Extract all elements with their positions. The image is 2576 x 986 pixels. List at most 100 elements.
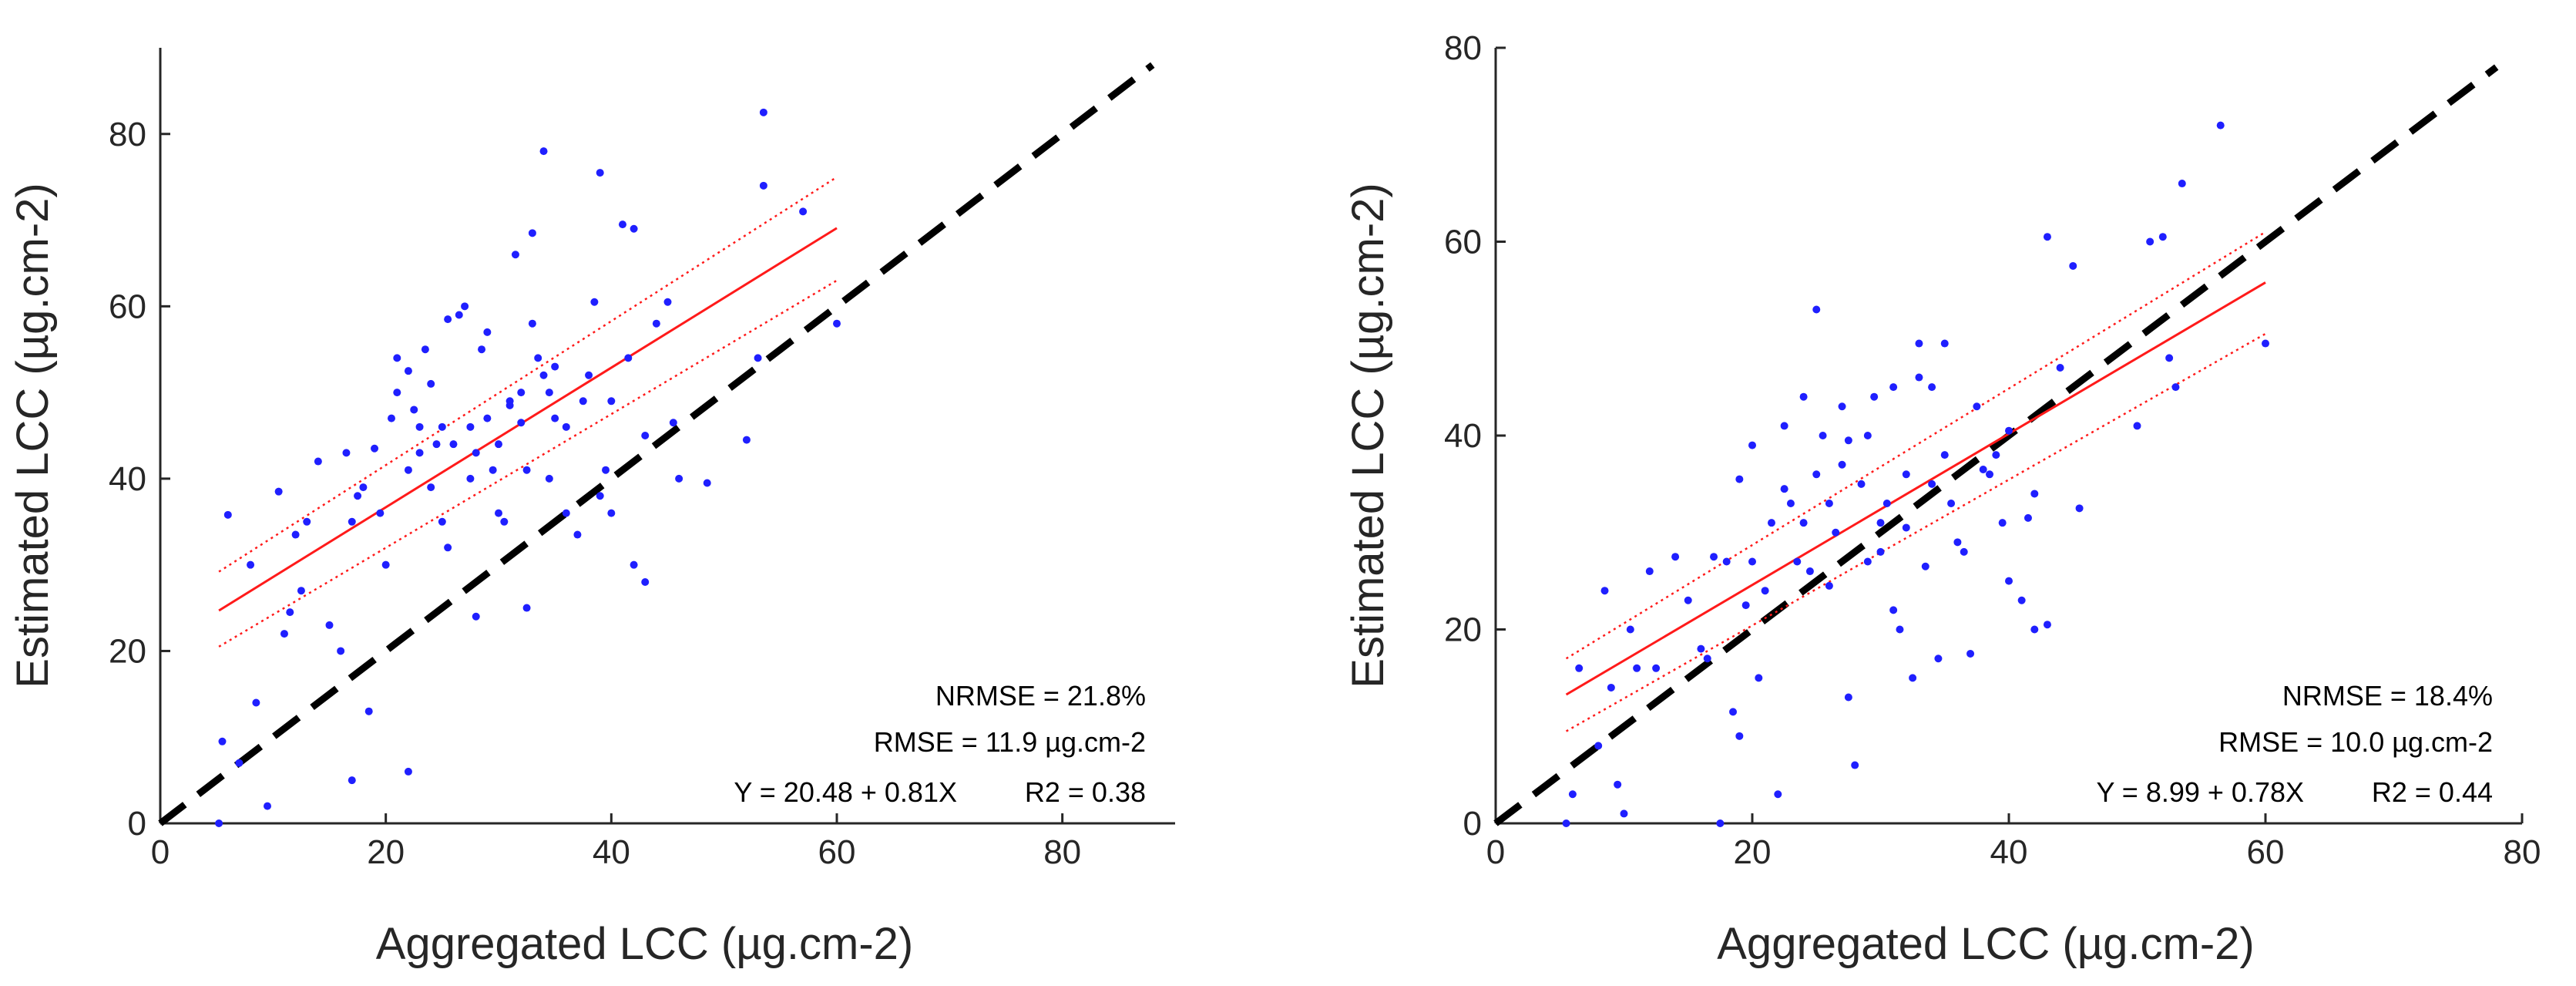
chart-2-data-point <box>1857 480 1866 488</box>
chart-2-fit-line <box>1565 281 2266 696</box>
chart-2-data-point <box>2005 426 2013 435</box>
chart-2-data-point <box>1844 436 1852 445</box>
chart-2-data-point <box>1703 655 1711 663</box>
chart-1-data-point <box>291 530 300 539</box>
chart-2-data-point <box>2043 621 2051 629</box>
chart-2-ci-upper-line <box>1565 231 2266 660</box>
chart-1-data-point <box>607 509 616 517</box>
chart-1-y-tick-label: 0 <box>128 805 146 843</box>
chart-1-data-point <box>415 449 424 457</box>
chart-1-data-point <box>528 229 536 237</box>
chart-1-data-point <box>466 422 475 431</box>
chart-2-data-point <box>1838 460 1846 469</box>
chart-1-data-point <box>472 612 480 621</box>
chart-1-data-point <box>551 414 559 422</box>
chart-1-data-point <box>833 319 841 328</box>
chart-1-data-point <box>596 169 604 177</box>
chart-2-data-point <box>1902 523 1910 532</box>
chart-1-data-point <box>545 474 553 483</box>
chart-2-data-point <box>1710 553 1718 561</box>
chart-1-data-point <box>483 328 492 336</box>
chart-1-data-point <box>573 530 582 539</box>
chart-2-y-tick-label: 80 <box>1444 29 1482 67</box>
chart-2-data-point <box>2005 577 2013 585</box>
chart-1-data-point <box>444 315 452 324</box>
chart-1-data-point <box>404 367 412 375</box>
chart-1-rmse-annotation: RMSE = 11.9 µg.cm-2 <box>874 726 1146 758</box>
chart-2-data-point <box>2024 513 2032 522</box>
chart-2-data-point <box>1594 742 1603 750</box>
chart-1-ci-upper-line <box>218 176 838 573</box>
chart-1-data-point <box>342 449 351 457</box>
chart-2-data-point <box>2056 363 2064 372</box>
chart-1-data-point <box>337 647 345 655</box>
chart-2-identity-line <box>1493 64 2499 826</box>
chart-2-rmse-annotation: RMSE = 10.0 µg.cm-2 <box>2218 726 2493 758</box>
chart-1-y-tick-label: 40 <box>109 460 146 498</box>
chart-2-data-point <box>1780 422 1788 430</box>
chart-2-data-point <box>1973 402 1981 411</box>
chart-1-r2-annotation: R2 = 0.38 <box>1025 776 1146 808</box>
chart-2-data-point <box>1889 383 1898 392</box>
chart-1-data-point <box>630 224 638 233</box>
chart-2-data-point <box>1870 392 1879 401</box>
chart-1-data-point <box>539 371 548 379</box>
chart-2-data-point <box>2075 504 2084 513</box>
chart-2-data-point <box>1934 655 1943 663</box>
chart-2-y-tick-label: 60 <box>1444 224 1482 261</box>
chart-2-data-point <box>1928 480 1936 488</box>
chart-1-x-tick-label: 80 <box>1043 833 1081 871</box>
chart-1-data-point <box>314 457 322 466</box>
chart-2-data-point <box>1940 339 1949 348</box>
chart-2-data-point <box>1774 790 1782 799</box>
chart-2-data-point <box>1979 466 1987 474</box>
chart-1-data-point <box>274 487 283 496</box>
chart-2-data-point <box>1735 732 1744 740</box>
chart-1-data-point <box>264 802 272 810</box>
chart-2-x-tick-label: 60 <box>2247 833 2285 871</box>
chart-2-data-point <box>1863 557 1872 566</box>
chart-1-data-point <box>759 181 767 190</box>
chart-1-fit-line <box>218 227 838 612</box>
chart-2-y-axis-label: Estimated LCC (µg.cm-2) <box>1343 183 1393 688</box>
chart-1-data-point <box>517 419 526 427</box>
chart-2-data-point <box>1915 339 1923 348</box>
chart-2-data-point <box>1748 557 1756 566</box>
chart-1-data-point <box>495 509 502 517</box>
chart-1-data-point <box>427 379 435 388</box>
chart-2-data-point <box>1575 664 1584 672</box>
chart-1-data-point <box>223 510 232 519</box>
chart-1-data-point <box>511 251 519 259</box>
chart-1-data-point <box>495 440 502 449</box>
chart-panel-1: 0 20 40 60 80 0 20 40 60 80 Aggregated LCC (µg.cm-… <box>8 48 1175 969</box>
chart-2-data-point <box>1832 528 1840 537</box>
chart-2-data-point <box>2216 121 2225 130</box>
chart-1-data-point <box>522 466 531 474</box>
chart-2-data-point <box>1928 383 1936 392</box>
chart-1-data-point <box>472 449 480 457</box>
chart-2-data-point <box>1729 708 1738 716</box>
chart-2-x-tick-label: 0 <box>1486 833 1505 871</box>
chart-1-data-point <box>438 517 446 526</box>
chart-2-data-point <box>1748 441 1756 449</box>
chart-2-data-point <box>1966 649 1975 658</box>
chart-2-data-point <box>1645 567 1654 576</box>
chart-2-data-point <box>1953 538 1962 547</box>
chart-2-data-point <box>1921 562 1929 570</box>
chart-1-data-point <box>669 419 677 427</box>
chart-2-data-point <box>1786 500 1795 508</box>
chart-1-data-point <box>421 345 429 354</box>
chart-1-y-axis-label: Estimated LCC (µg.cm-2) <box>8 183 58 688</box>
chart-2-ci-lower-line <box>1565 332 2266 732</box>
chart-1-data-point <box>410 406 418 414</box>
chart-1-data-point <box>444 543 452 552</box>
chart-2-data-point <box>1812 470 1821 479</box>
chart-1-x-tick-label: 20 <box>367 833 405 871</box>
chart-2-data-point <box>1876 519 1885 527</box>
chart-1-data-point <box>359 483 368 492</box>
chart-1-data-point <box>280 630 288 638</box>
chart-1-data-point <box>618 220 626 229</box>
chart-2-data-point <box>1960 547 1968 556</box>
chart-1-data-point <box>754 354 762 362</box>
